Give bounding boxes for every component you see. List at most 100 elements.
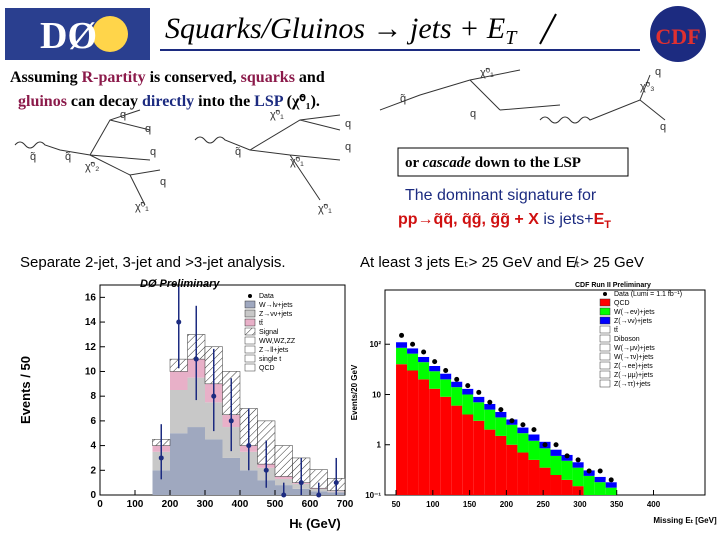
bar-segment <box>561 479 573 495</box>
legend-label: WW,WZ,ZZ <box>259 338 296 345</box>
bar-segment <box>550 447 562 450</box>
bar-segment <box>418 379 430 495</box>
bar-segment <box>594 475 606 477</box>
diagram-label: χ̃⁰₃ <box>640 81 655 93</box>
x-tick-label: 350 <box>610 500 624 509</box>
title-arrow: → <box>373 12 403 45</box>
bar-segment <box>451 387 463 406</box>
bar-segment <box>605 487 617 495</box>
t: squarks <box>241 69 295 86</box>
legend-label: W→lν+jets <box>259 302 293 309</box>
bar-segment <box>484 409 496 430</box>
y-tick-label: 14 <box>85 317 97 328</box>
bar-segment <box>396 340 408 343</box>
y-tick-label: 2 <box>90 465 96 476</box>
t: directly <box>142 93 194 110</box>
t: can decay <box>67 93 142 110</box>
legend-label: tt̄ <box>259 319 263 327</box>
bar-segment <box>572 467 584 487</box>
intro-line2: gluinos can decay directly into the LSP … <box>18 93 320 110</box>
y-axis-label: Events/20 GeV <box>350 364 359 420</box>
diagram-label: q <box>470 108 476 120</box>
title-met: E <box>486 12 505 45</box>
diagram-label: χ̃⁰₁ <box>480 67 494 79</box>
bar-segment <box>539 448 551 468</box>
bar-segment <box>407 353 419 371</box>
bar-segment <box>429 388 441 495</box>
diagram-label: χ̃⁰₁ <box>318 203 332 215</box>
t: and <box>295 69 325 86</box>
legend-swatch <box>599 316 611 325</box>
legend-label: Z→ll+jets <box>259 347 289 354</box>
bar-segment <box>170 371 188 390</box>
bar-segment <box>205 439 223 495</box>
bar-segment <box>429 371 441 389</box>
bar-segment <box>407 348 419 354</box>
bar-segment <box>407 346 419 349</box>
bar-segment <box>396 364 408 495</box>
bar-segment <box>240 470 258 495</box>
bar-segment <box>170 390 188 434</box>
title: Squarks/Gluinos → jets + ET <box>165 12 518 49</box>
bar-segment <box>451 381 463 388</box>
bar-segment <box>222 457 240 495</box>
legend-swatch <box>244 354 256 363</box>
bar-segment <box>462 394 474 415</box>
data-point <box>564 453 570 459</box>
bar-segment <box>539 439 551 442</box>
y-tick-label: 10 <box>372 390 381 399</box>
legend-swatch <box>599 307 611 316</box>
x-tick-label: 300 <box>573 500 587 509</box>
legend-swatch <box>599 352 611 361</box>
bar-segment <box>484 429 496 495</box>
left-caption: Separate 2-jet, 3-jet and >3-jet analysi… <box>20 254 286 271</box>
legend-label: Z(→ττ)+jets <box>614 381 651 388</box>
data-point <box>542 442 548 448</box>
bar-segment <box>506 424 518 445</box>
y-tick-label: 0 <box>90 490 96 501</box>
data-point <box>575 457 581 463</box>
bar-segment <box>517 433 529 453</box>
bar-segment <box>550 475 562 495</box>
y-tick-label: 6 <box>90 416 96 427</box>
diagram-label: q <box>160 176 166 188</box>
legend-label: Z(→μμ)+jets <box>614 372 653 379</box>
data-point <box>553 442 559 448</box>
bar-segment <box>418 362 430 380</box>
plot-title: CDF Run II Preliminary <box>575 282 651 289</box>
data-point <box>454 376 460 382</box>
bar-segment <box>605 482 617 488</box>
bar-segment <box>187 377 205 428</box>
data-point <box>443 368 449 374</box>
data-point <box>421 349 427 355</box>
bar-segment <box>429 365 441 372</box>
legend-label: tt̄ <box>614 326 618 334</box>
legend-swatch <box>244 309 256 318</box>
y-tick-label: 10 <box>85 366 97 377</box>
title-met-sub: T <box>505 27 518 49</box>
diagram-label: q̃ <box>235 146 241 158</box>
data-point <box>498 407 504 413</box>
diagram-label: q <box>655 66 661 78</box>
diagram-label: q <box>150 146 156 158</box>
legend-label: W(→μν)+jets <box>614 345 655 352</box>
t: gluinos <box>18 93 67 110</box>
bar-segment <box>583 475 595 495</box>
legend-swatch <box>599 379 611 388</box>
diagram-label: q <box>660 121 666 133</box>
bar-segment <box>396 342 408 348</box>
x-axis-label: Missing Eₜ [GeV] <box>653 516 717 525</box>
t: cascade <box>423 155 472 171</box>
bar-segment <box>550 449 562 456</box>
legend-swatch <box>244 327 256 336</box>
x-tick-label: 150 <box>463 500 477 509</box>
bar-segment <box>275 476 293 479</box>
bar-segment <box>484 403 496 410</box>
x-tick-label: 200 <box>500 500 514 509</box>
data-point <box>476 389 482 395</box>
bar-segment <box>495 435 507 495</box>
x-tick-label: 500 <box>267 499 284 510</box>
y-tick-label: 4 <box>90 441 96 452</box>
data-point <box>586 468 592 474</box>
bar-segment <box>517 452 529 495</box>
